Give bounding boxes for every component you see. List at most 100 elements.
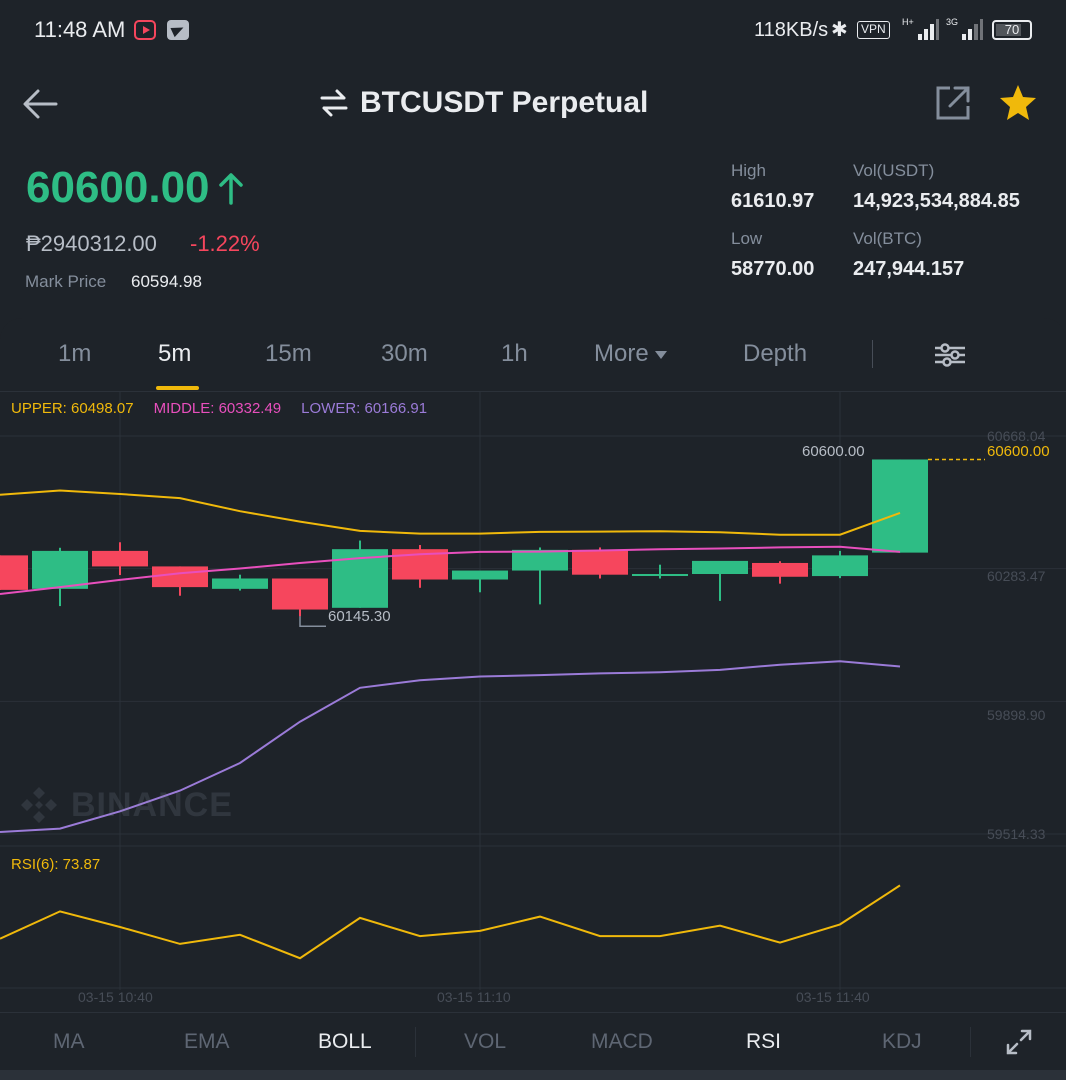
share-icon[interactable] [934,84,972,122]
binance-logo-icon [21,787,57,823]
candle-body [512,549,568,571]
rsi-line [0,884,901,960]
vol-usdt-label: Vol(USDT) [853,161,935,180]
last-price: 60600.00 [26,163,244,213]
candle-body [0,555,28,590]
interval-tabs: 1m 5m 15m 30m 1h More Depth [0,318,1066,392]
indicator-kdj[interactable]: KDJ [882,1030,922,1053]
high-value: 61610.97 [731,190,815,212]
chart-card [0,318,1066,1080]
fullscreen-expand-icon[interactable] [1004,1027,1034,1057]
vol-btc-value: 247,944.157 [853,258,965,280]
x-tick-label: 03-15 11:40 [796,989,870,1005]
indicator-divider [970,1027,971,1057]
tab-depth[interactable]: Depth [743,340,808,367]
y-tick-label: 60668.04 [987,428,1046,444]
candlestick-chart[interactable] [0,392,1066,1012]
telegram-icon [167,20,189,40]
vol-usdt-value: 14,923,534,884.85 [853,190,1020,212]
candle-body [212,578,268,589]
price-local-currency: ₱2940312.00 [26,231,157,256]
boll-upper-line [0,489,901,536]
boll-legend: UPPER: 60498.07 MIDDLE: 60332.49 LOWER: … [11,400,447,417]
active-tab-indicator [156,386,199,390]
candle-body [92,550,148,567]
header: BTCUSDT Perpetual [0,70,1066,140]
tab-more[interactable]: More [594,340,667,368]
vpn-icon: VPN [857,21,890,39]
last-price-axis-tag: 60600.00 [987,443,1050,460]
watermark-text: BINANCE [71,785,233,824]
candle-body [152,566,208,588]
last-price-value: 60600.00 [26,163,210,212]
candle-body [812,555,868,577]
chart-settings-icon[interactable] [933,342,967,368]
mark-price-value: 60594.98 [131,272,202,291]
swap-icon [320,89,348,117]
tab-1m[interactable]: 1m [58,340,92,367]
high-label: High [731,161,766,180]
signal-icon: H+ [902,17,939,40]
indicator-divider [415,1027,416,1057]
boll-upper-label: UPPER: 60498.07 [11,400,134,417]
candle-body [272,578,328,610]
x-tick-label: 03-15 10:40 [78,989,153,1005]
boll-lower-label: LOWER: 60166.91 [301,400,428,417]
low-marker-line [299,616,326,628]
y-tick-label: 59898.90 [987,707,1046,723]
candle-body [632,574,688,577]
candle-body [872,459,928,553]
vol-btc-label: Vol(BTC) [853,229,922,248]
network-type-1: H+ [902,17,914,27]
tab-5m[interactable]: 5m [158,340,192,367]
mark-price-label: Mark Price [25,272,107,291]
candle-body [572,549,628,575]
candle-body [692,560,748,575]
low-value: 58770.00 [731,258,815,280]
rsi-legend: RSI(6): 73.87 [11,856,101,873]
battery-icon: 70 [992,20,1032,40]
boll-middle-line [0,545,901,595]
up-arrow-icon [218,173,243,205]
indicator-rsi[interactable]: RSI [746,1030,782,1053]
symbol-selector[interactable]: BTCUSDT Perpetual [318,86,648,120]
status-bar: 11:48 AM 118KB/s ✱ VPN H+ 3G 70 [0,0,1066,62]
battery-level: 70 [1004,22,1020,37]
star-icon[interactable] [998,82,1038,122]
binance-watermark: BINANCE [17,783,233,827]
back-arrow-icon[interactable] [20,86,60,122]
last-price-marker-label: 60600.00 [802,443,865,460]
candle-body [452,570,508,580]
candle-body [32,550,88,589]
signal-icon: 3G [946,17,983,40]
tab-1h[interactable]: 1h [501,340,528,367]
tab-30m[interactable]: 30m [381,340,428,367]
page-title: BTCUSDT Perpetual [360,86,649,119]
indicator-tabs: MA EMA BOLL VOL MACD RSI KDJ [0,1012,1066,1070]
indicator-boll[interactable]: BOLL [318,1030,372,1053]
low-label: Low [731,229,763,248]
status-time: 11:48 AM [34,17,126,42]
candle-body [752,562,808,577]
tab-15m[interactable]: 15m [265,340,312,367]
low-marker-label: 60145.30 [328,608,391,625]
y-tick-label: 59514.33 [987,826,1046,842]
boll-middle-label: MIDDLE: 60332.49 [153,400,282,417]
caret-down-icon [654,350,667,359]
indicator-ma[interactable]: MA [53,1030,85,1053]
indicator-vol[interactable]: VOL [464,1030,507,1053]
price-change-percent: -1.22% [190,231,260,256]
tab-divider [872,340,873,368]
indicator-ema[interactable]: EMA [184,1030,230,1053]
network-type-2: 3G [946,17,958,27]
bluetooth-icon: ✱ [831,19,848,41]
battery-fill [996,24,1022,36]
youtube-icon [134,20,156,40]
bottom-scroll-track [0,1070,1066,1080]
x-tick-label: 03-15 11:10 [437,989,511,1005]
network-speed: 118KB/s [754,19,829,41]
tab-more-label: More [594,340,649,367]
indicator-macd[interactable]: MACD [591,1030,653,1053]
boll-lower-line [0,660,901,833]
y-tick-label: 60283.47 [987,568,1046,584]
